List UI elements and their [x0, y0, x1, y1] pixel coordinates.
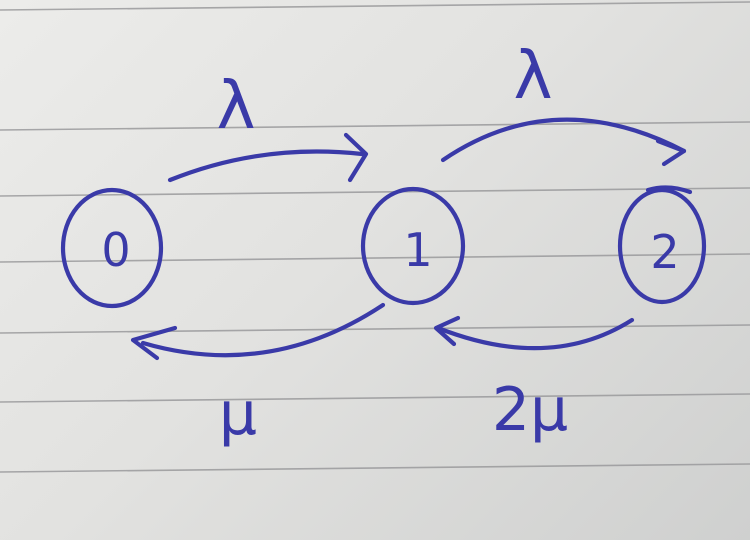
ruled-line: [0, 393, 750, 403]
state-0: 0: [60, 187, 164, 309]
arrowhead-1-to-0: [130, 325, 178, 361]
arrow-1-to-2: [440, 117, 687, 163]
state-1-circle: [360, 186, 466, 306]
transition-1-to-0-label: μ: [219, 379, 257, 449]
arrow-2-to-1: [435, 317, 635, 351]
transition-1-to-0: μ: [130, 302, 386, 449]
state-2-circle-overlap: [645, 185, 693, 195]
transition-2-to-1: 2μ: [433, 315, 635, 445]
ruled-line: [0, 253, 750, 263]
ruled-line: [0, 187, 750, 197]
ruled-line: [0, 324, 750, 334]
ruled-line: [0, 463, 750, 473]
transition-2-to-1-label: 2μ: [492, 375, 568, 445]
state-2-circle: [617, 187, 707, 305]
arrow-1-to-0: [140, 302, 386, 358]
state-2: 2: [617, 185, 707, 305]
arrowhead-1-to-2: [655, 138, 687, 167]
state-1: 1: [360, 186, 466, 306]
state-2-label: 2: [650, 225, 679, 279]
arrowhead-0-to-1: [343, 132, 369, 183]
ruled-line: [0, 1, 750, 11]
transition-0-to-1: λ: [167, 67, 369, 183]
transition-0-to-1-label: λ: [216, 67, 255, 144]
ruled-line: [0, 121, 750, 131]
state-0-label: 0: [101, 223, 130, 277]
ruled-lines: [0, 1, 750, 473]
transition-1-to-2-label: λ: [513, 37, 552, 114]
state-1-label: 1: [403, 223, 432, 277]
state-0-circle: [60, 187, 164, 309]
transition-1-to-2: λ: [440, 37, 687, 167]
arrowhead-2-to-1: [433, 315, 461, 347]
arrow-0-to-1: [167, 149, 365, 183]
